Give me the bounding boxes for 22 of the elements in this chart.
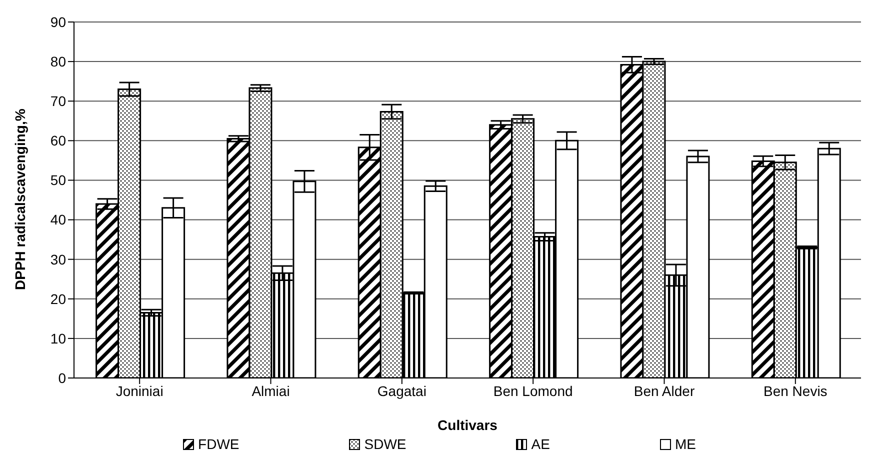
y-tick-label: 10 <box>50 330 66 346</box>
y-tick-label: 90 <box>50 14 66 30</box>
x-axis-title: Cultivars <box>438 417 498 433</box>
y-tick-label: 60 <box>50 132 66 149</box>
x-tick-label: Gagatai <box>377 382 426 399</box>
x-tick-label: Almiai <box>252 382 290 399</box>
x-tick-label: Ben Nevis <box>764 382 828 399</box>
legend-label: AE <box>531 436 550 452</box>
y-tick-label: 80 <box>50 54 66 70</box>
x-tick-label: Ben Alder <box>634 382 695 399</box>
x-tick-label: Ben Lomond <box>493 382 573 399</box>
legend-label: ME <box>674 436 696 452</box>
legend-label: SDWE <box>364 436 406 452</box>
y-tick-label: 70 <box>50 93 66 110</box>
y-tick-label: 40 <box>50 212 66 228</box>
x-tick-label: Joniniai <box>116 382 164 399</box>
y-tick-label: 0 <box>58 370 66 386</box>
y-tick-label: 50 <box>50 172 66 188</box>
y-tick-label: 30 <box>50 251 66 268</box>
y-tick-label: 20 <box>50 290 66 307</box>
legend-label: FDWE <box>198 436 240 452</box>
y-axis-title: DPPH radicalscavenging,% <box>12 108 28 290</box>
